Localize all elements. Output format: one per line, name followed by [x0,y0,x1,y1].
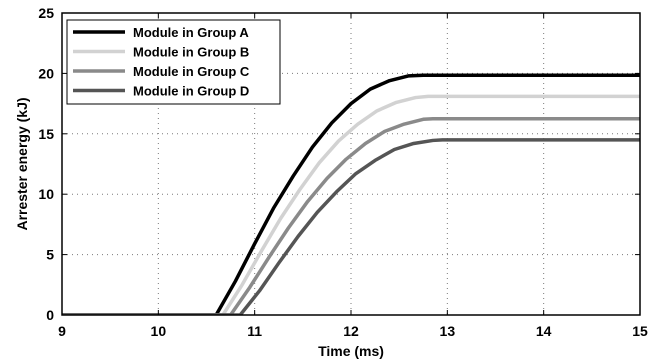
x-tick-label: 10 [151,323,167,339]
x-tick-label: 13 [440,323,456,339]
x-tick-label: 15 [632,323,648,339]
axis-ticks: 9 10 11 12 13 14 15 0 5 10 15 20 25 [38,5,648,339]
y-axis-label: Arrester energy (kJ) [14,97,30,230]
legend-label: Module in Group B [133,45,249,60]
x-tick-label: 11 [247,323,262,339]
legend-label: Module in Group C [133,64,250,79]
series-line-1 [62,73,640,315]
x-tick-label: 9 [58,323,66,339]
series-line-4 [62,138,640,315]
series-line-2 [62,94,640,315]
y-tick-label: 10 [38,186,54,202]
y-tick-label: 0 [46,307,54,323]
y-tick-label: 5 [46,247,54,263]
legend-label: Module in Group A [133,25,249,40]
x-tick-label: 14 [536,323,552,339]
legend: Module in Group A Module in Group B Module… [66,19,281,105]
x-axis-label: Time (ms) [318,343,384,359]
legend-label: Module in Group D [133,84,249,99]
y-tick-label: 20 [38,65,54,81]
y-tick-label: 25 [38,5,54,21]
x-tick-label: 12 [343,323,359,339]
y-tick-label: 15 [38,126,54,142]
series-line-3 [62,116,640,315]
series-lines [62,73,640,315]
